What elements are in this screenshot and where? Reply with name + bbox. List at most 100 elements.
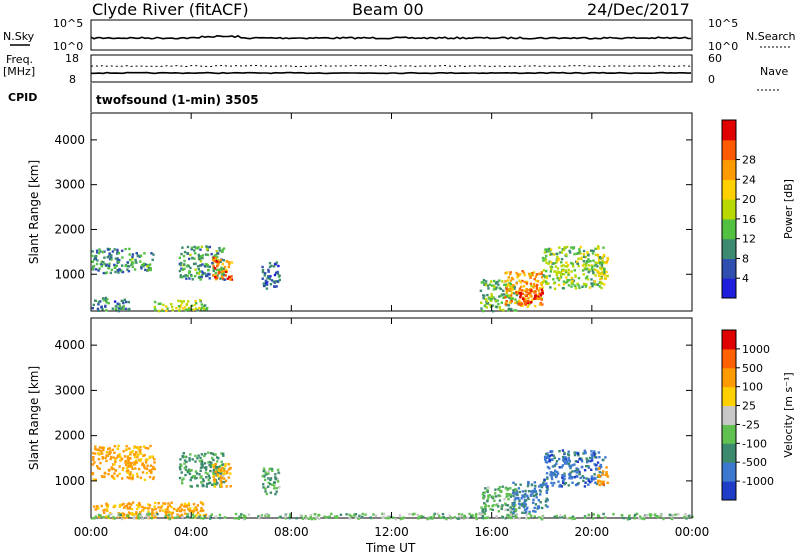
- data-cell: [121, 249, 124, 252]
- data-cell: [573, 453, 577, 457]
- data-cell: [129, 451, 132, 454]
- data-cell: [591, 269, 594, 272]
- data-cell: [530, 483, 534, 487]
- data-cell: [133, 461, 137, 465]
- data-cell: [633, 515, 636, 518]
- data-cell: [553, 472, 556, 475]
- data-cell: [112, 463, 115, 466]
- data-cell: [585, 465, 588, 468]
- data-cell: [91, 267, 94, 271]
- data-cell: [155, 511, 158, 514]
- data-cell: [574, 274, 577, 277]
- data-cell: [598, 470, 601, 474]
- data-cell: [529, 272, 532, 276]
- data-cell: [142, 264, 145, 268]
- data-cell: [582, 452, 585, 455]
- data-cell: [190, 304, 194, 307]
- data-cell: [374, 514, 378, 517]
- data-cell: [442, 516, 445, 519]
- data-cell: [107, 516, 110, 520]
- data-cell: [539, 501, 542, 504]
- data-cell: [218, 471, 221, 475]
- data-cell: [121, 306, 124, 309]
- data-cell: [216, 265, 219, 268]
- data-cell: [198, 459, 202, 463]
- data-cell: [122, 304, 125, 308]
- data-cell: [100, 260, 103, 263]
- data-cell: [142, 454, 145, 457]
- data-cell: [305, 517, 308, 520]
- data-cell: [125, 505, 128, 508]
- data-cell: [184, 468, 188, 471]
- data-cell: [524, 511, 528, 514]
- data-cell: [641, 517, 644, 520]
- data-cell: [108, 447, 111, 450]
- x-tick-label: 12:00: [374, 525, 409, 539]
- data-cell: [515, 491, 519, 494]
- data-cell: [184, 473, 187, 477]
- data-cell: [488, 494, 492, 497]
- data-cell: [268, 261, 272, 265]
- y-tick-label: 1000: [54, 267, 85, 281]
- data-cell: [555, 261, 558, 264]
- data-cell: [114, 469, 118, 472]
- data-cell: [207, 246, 210, 249]
- data-cell: [224, 274, 227, 277]
- data-cell: [99, 515, 103, 518]
- data-cell: [216, 460, 219, 463]
- data-cell: [191, 278, 194, 281]
- data-cell: [121, 468, 124, 472]
- data-cell: [431, 517, 434, 520]
- data-cell: [97, 300, 101, 304]
- colorbar-swatch: [722, 462, 736, 482]
- data-cell: [590, 264, 594, 267]
- data-cell: [684, 512, 687, 516]
- data-cell: [408, 513, 411, 516]
- data-cell: [110, 256, 113, 259]
- data-cell: [151, 511, 154, 514]
- data-cell: [121, 270, 125, 274]
- data-cell: [489, 305, 493, 308]
- data-cell: [269, 467, 272, 470]
- data-cell: [225, 260, 228, 263]
- colorbar-tick-label: 12: [742, 233, 756, 246]
- data-cell: [369, 516, 372, 519]
- data-cell: [139, 448, 142, 452]
- data-cell: [492, 284, 495, 287]
- data-cell: [485, 306, 488, 309]
- data-cell: [546, 498, 549, 502]
- data-cell: [517, 502, 521, 505]
- data-cell: [527, 481, 530, 484]
- data-cell: [161, 309, 164, 313]
- data-cell: [325, 515, 328, 519]
- data-cell: [262, 284, 266, 288]
- data-cell: [200, 274, 204, 277]
- nsearch-axis-bottom: 10^0: [708, 40, 738, 53]
- data-cell: [315, 516, 318, 519]
- data-cell: [588, 286, 592, 289]
- data-cell: [563, 451, 566, 455]
- data-cell: [217, 272, 220, 275]
- data-cell: [670, 517, 673, 520]
- data-cell: [202, 517, 205, 520]
- data-cell: [151, 477, 155, 481]
- data-cell: [480, 512, 483, 516]
- data-cell: [529, 490, 533, 493]
- data-cell: [189, 485, 192, 488]
- data-cell: [577, 264, 580, 268]
- data-cell: [544, 257, 547, 260]
- data-cell: [277, 264, 280, 268]
- data-cell: [264, 272, 267, 275]
- data-cell: [482, 297, 485, 300]
- data-cell: [497, 505, 500, 508]
- data-cell: [213, 267, 217, 270]
- data-cell: [139, 458, 143, 461]
- data-cell: [519, 293, 523, 297]
- data-cell: [583, 485, 587, 488]
- data-cell: [339, 513, 343, 516]
- data-cell: [587, 483, 590, 486]
- data-cell: [578, 458, 581, 461]
- data-cell: [269, 283, 273, 286]
- data-cell: [225, 485, 228, 488]
- data-cell: [486, 516, 490, 519]
